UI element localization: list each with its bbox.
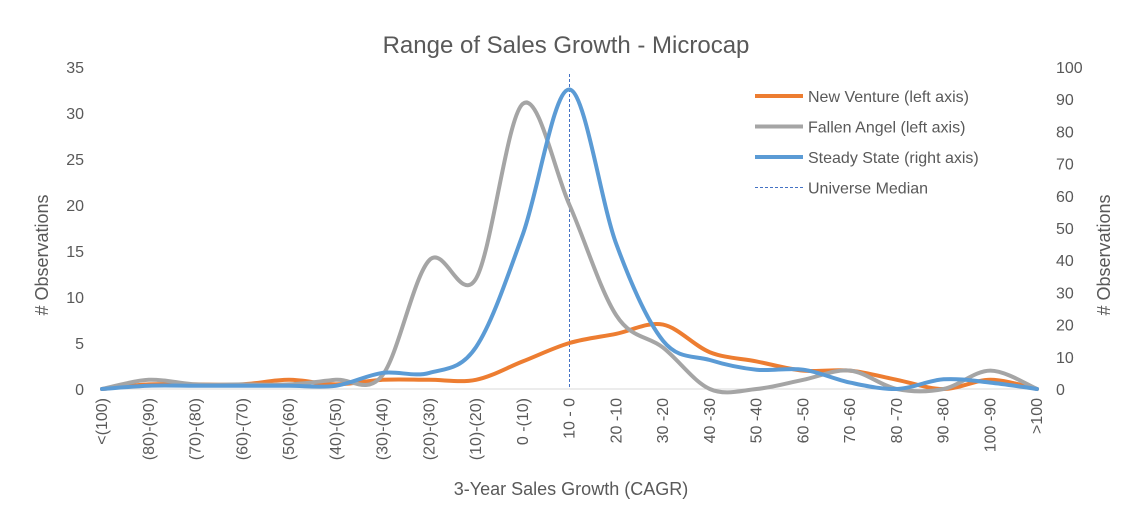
legend-label: Universe Median [808,181,928,198]
x-tick-label: (70)-(80) [188,398,205,460]
x-tick-label: 40 -30 [702,398,719,443]
x-tick-label: 10 - 0 [562,398,579,439]
right-tick-label: 90 [1056,92,1074,109]
x-tick-label: 60 -50 [795,398,812,443]
left-y-axis: 0 5 10 15 20 25 30 35 [66,60,84,399]
left-tick-label: 30 [66,106,84,123]
series-lines [100,87,1039,395]
right-tick-label: 80 [1056,124,1074,141]
right-tick-label: 100 [1056,60,1083,77]
left-tick-label: 15 [66,244,84,261]
legend-label: Steady State (right axis) [808,150,979,167]
chart-title: Range of Sales Growth - Microcap [383,32,750,59]
legend: New Venture (left axis) Fallen Angel (lef… [755,89,979,198]
left-tick-label: 35 [66,60,84,77]
x-tick-label: 80 -70 [889,398,906,443]
legend-label: Fallen Angel (left axis) [808,120,965,137]
x-tick-label: (50)-(60) [281,398,298,460]
right-tick-label: 50 [1056,221,1074,238]
x-tick-label: >100 [1029,398,1046,434]
right-tick-label: 40 [1056,253,1074,270]
left-tick-label: 20 [66,198,84,215]
series-line-2 [100,87,1039,392]
x-tick-label: 50 -40 [749,398,766,443]
right-tick-label: 0 [1056,382,1065,399]
x-tick-label: 0 -(10) [515,398,532,445]
x-tick-label: (60)-(70) [234,398,251,460]
x-tick-label: 100 -90 [982,398,999,452]
x-tick-label: (80)-(90) [141,398,158,460]
x-axis-title: 3-Year Sales Growth (CAGR) [454,479,688,499]
x-tick-label: (10)-(20) [468,398,485,460]
right-tick-label: 70 [1056,157,1074,174]
left-tick-label: 10 [66,290,84,307]
right-axis-title: # Observations [1094,194,1114,315]
right-tick-label: 30 [1056,285,1074,302]
x-tick-label: 90 -80 [936,398,953,443]
left-tick-label: 25 [66,152,84,169]
x-axis: <(100) (80)-(90) (70)-(80) (60)-(70) (50)-(6… [94,388,1046,460]
left-tick-label: 0 [75,382,84,399]
x-tick-label: 70 -60 [842,398,859,443]
left-axis-title: # Observations [32,194,52,315]
x-tick-label: (40)-(50) [328,398,345,460]
right-tick-label: 10 [1056,350,1074,367]
right-tick-label: 60 [1056,189,1074,206]
legend-label: New Venture (left axis) [808,89,969,106]
right-tick-label: 20 [1056,318,1074,335]
left-tick-label: 5 [75,336,84,353]
x-tick-label: 20 -10 [608,398,625,443]
x-tick-label: 30 -20 [655,398,672,443]
right-y-axis: 0 10 20 30 40 50 60 70 80 90 100 [1056,60,1083,399]
x-tick-label: (30)-(40) [375,398,392,460]
x-tick-label: (20)-(30) [421,398,438,460]
x-tick-label: <(100) [94,398,111,445]
